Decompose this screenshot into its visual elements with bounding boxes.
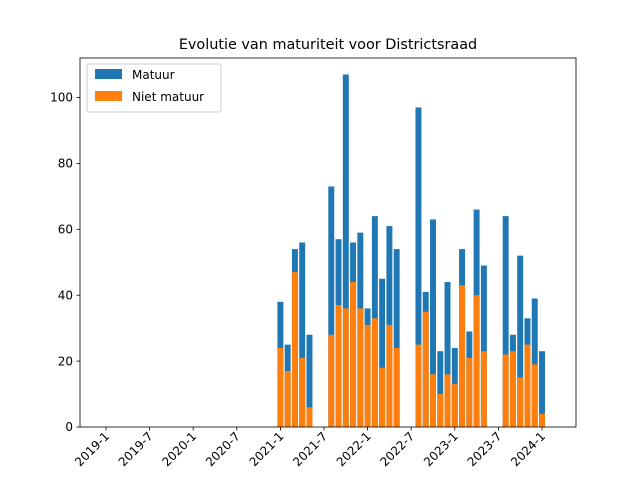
- bar-niet-matuur-2023-4: [473, 295, 480, 427]
- chart-title: Evolutie van maturiteit voor Districtsra…: [179, 37, 477, 53]
- bar-matuur-2022-8: [415, 107, 422, 428]
- bar-matuur-2023-5: [480, 265, 487, 427]
- plot-frame: [79, 57, 577, 428]
- bar-matuur-2021-5: [306, 334, 313, 427]
- bar-niet-matuur-2023-10: [517, 377, 524, 427]
- bar-matuur-2022-10: [430, 219, 436, 427]
- bar-niet-matuur-2021-1: [277, 347, 284, 427]
- bar-niet-matuur-2021-5: [306, 407, 313, 427]
- y-tick-label: 0: [65, 420, 73, 434]
- legend-label-niet-matuur: Niet matuur: [132, 90, 204, 104]
- bar-niet-matuur-2022-1: [364, 324, 371, 427]
- bar-niet-matuur-2022-4: [386, 324, 393, 427]
- bar-niet-matuur-2021-11: [350, 282, 357, 427]
- bar-matuur-2022-3: [379, 278, 386, 427]
- bar-niet-matuur-2021-4: [299, 357, 306, 427]
- bar-matuur-2023-12: [531, 298, 538, 427]
- x-tick-label: 2021-7: [290, 429, 330, 469]
- y-tick-label: 40: [58, 288, 73, 302]
- bar-niet-matuur-2022-8: [415, 344, 422, 427]
- x-tick-label: 2022-1: [334, 429, 374, 469]
- bar-niet-matuur-2023-9: [509, 351, 516, 427]
- bar-matuur-2023-10: [517, 255, 524, 427]
- x-tick-label: 2019-7: [116, 429, 156, 469]
- bar-matuur-2023-8: [502, 216, 509, 427]
- legend-swatch-matuur: [95, 69, 122, 79]
- x-tick-label: 2021-1: [247, 429, 287, 469]
- bar-niet-matuur-2021-10: [342, 308, 349, 427]
- bars-group: [277, 74, 545, 428]
- legend-swatch-niet-matuur: [95, 91, 122, 101]
- x-tick-label: 2020-1: [159, 429, 199, 469]
- bar-niet-matuur-2022-2: [371, 318, 378, 427]
- bar-niet-matuur-2023-2: [459, 285, 466, 427]
- bar-matuur-2024-1: [539, 351, 545, 427]
- bar-matuur-2021-8: [328, 186, 335, 427]
- y-tick-label: 60: [58, 223, 73, 237]
- bar-matuur-2021-10: [342, 74, 349, 427]
- bar-niet-matuur-2022-11: [437, 394, 444, 427]
- bar-niet-matuur-2021-12: [357, 308, 364, 427]
- bar-niet-matuur-2021-2: [284, 370, 291, 427]
- x-tick-label: 2023-1: [421, 429, 461, 469]
- bar-niet-matuur-2022-5: [393, 347, 400, 427]
- bar-niet-matuur-2023-3: [466, 357, 473, 427]
- y-tick-label: 100: [50, 91, 73, 105]
- bar-niet-matuur-2022-12: [444, 374, 451, 427]
- bar-niet-matuur-2021-3: [291, 272, 298, 427]
- legend: Matuur Niet matuur: [86, 63, 222, 113]
- bar-matuur-2022-12: [444, 282, 451, 427]
- bar-niet-matuur-2023-12: [531, 364, 538, 427]
- bar-niet-matuur-2023-8: [502, 354, 509, 427]
- bar-niet-matuur-2023-11: [524, 344, 531, 427]
- bar-niet-matuur-2022-10: [430, 374, 436, 427]
- x-tick-label: 2022-7: [377, 429, 417, 469]
- bar-niet-matuur-2021-8: [328, 334, 335, 427]
- x-tick-label: 2024-1: [508, 429, 548, 469]
- bar-niet-matuur-2022-9: [422, 311, 429, 427]
- x-tick-label: 2020-7: [203, 429, 243, 469]
- bar-niet-matuur-2023-5: [480, 351, 487, 427]
- legend-label-matuur: Matuur: [132, 68, 175, 82]
- bar-matuur-2021-4: [299, 242, 306, 427]
- bar-niet-matuur-2021-9: [335, 305, 342, 427]
- bar-matuur-2022-11: [437, 351, 444, 427]
- bar-matuur-2022-5: [393, 249, 400, 427]
- bar-niet-matuur-2024-1: [539, 413, 545, 427]
- x-tick-label: 2019-1: [72, 429, 112, 469]
- bar-niet-matuur-2022-3: [379, 367, 386, 427]
- bar-niet-matuur-2023-1: [451, 384, 458, 427]
- y-tick-label: 80: [58, 157, 73, 171]
- y-tick-label: 20: [58, 354, 73, 368]
- x-tick-label: 2023-7: [465, 429, 505, 469]
